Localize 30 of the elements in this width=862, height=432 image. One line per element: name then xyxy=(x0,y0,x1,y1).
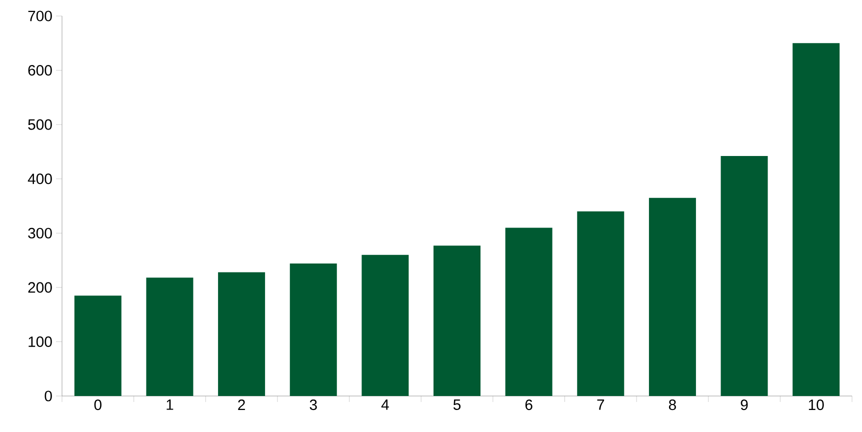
x-tick-label: 2 xyxy=(238,400,245,410)
bar xyxy=(290,264,337,396)
x-tick-label: 3 xyxy=(310,400,317,410)
x-tick-label: 10 xyxy=(808,400,824,410)
y-tick-label: 300 xyxy=(28,228,52,238)
y-tick-label: 700 xyxy=(28,10,52,22)
bar xyxy=(74,296,122,396)
y-tick-label: 600 xyxy=(28,64,52,76)
y-tick-label: 500 xyxy=(28,119,52,130)
x-tick-label: 9 xyxy=(740,400,748,410)
bar xyxy=(146,278,194,396)
x-tick-label: 7 xyxy=(597,400,604,410)
x-tick-label: 8 xyxy=(668,400,676,410)
bar xyxy=(434,246,481,396)
bar xyxy=(792,43,840,396)
x-tick-label: 6 xyxy=(525,400,532,410)
bar xyxy=(505,228,552,396)
bar xyxy=(720,156,768,396)
bar xyxy=(648,198,696,396)
y-tick-label: 400 xyxy=(28,174,52,184)
y-tick-label: 200 xyxy=(28,282,52,293)
x-tick-label: 4 xyxy=(381,400,389,410)
bar xyxy=(218,272,266,396)
bar xyxy=(362,254,409,396)
y-tick-label: 100 xyxy=(28,336,52,347)
x-tick-label: 0 xyxy=(94,400,102,410)
x-tick-label: 1 xyxy=(166,400,174,410)
bar xyxy=(577,211,624,396)
x-tick-label: 5 xyxy=(453,400,461,410)
y-tick-label: 0 xyxy=(44,390,52,402)
